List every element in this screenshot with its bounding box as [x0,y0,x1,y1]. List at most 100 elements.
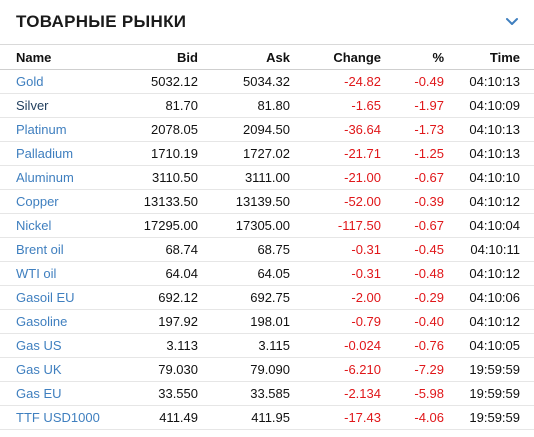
percent-change-cell: -0.48 [381,261,444,286]
bid-cell: 197.92 [102,309,198,334]
table-row: Gas UK 79.030 79.090 -6.210 -7.29 19:59:59 [0,357,534,382]
table-row: Aluminum 3110.50 3111.00 -21.00 -0.67 04:10:1… [0,165,534,190]
ask-cell: 2094.50 [198,117,290,142]
change-cell: -2.134 [290,381,381,406]
column-header-percent[interactable]: % [381,45,444,70]
ask-cell: 3111.00 [198,165,290,190]
percent-change-cell: -0.76 [381,333,444,358]
ask-cell: 13139.50 [198,189,290,214]
change-cell: -117.50 [290,213,381,238]
table-row: Platinum 2078.05 2094.50 -36.64 -1.73 04:10:1… [0,117,534,142]
bid-cell: 13133.50 [102,189,198,214]
ask-cell: 81.80 [198,93,290,118]
time-cell: 04:10:12 [444,309,534,334]
column-header-bid[interactable]: Bid [102,45,198,70]
percent-change-cell: -0.29 [381,285,444,310]
instrument-name-link[interactable]: Platinum [16,122,67,137]
column-header-name[interactable]: Name [0,45,102,70]
percent-change-cell: -0.45 [381,237,444,262]
percent-change-cell: -1.73 [381,117,444,142]
widget-header: ТОВАРНЫЕ РЫНКИ [0,0,534,45]
time-cell: 04:10:11 [444,237,534,262]
change-cell: -0.31 [290,261,381,286]
instrument-name-cell: Gas US [0,333,102,358]
time-cell: 19:59:59 [444,405,534,430]
percent-change-cell: -0.39 [381,189,444,214]
change-cell: -21.71 [290,141,381,166]
instrument-name-link[interactable]: Gas UK [16,362,62,377]
instrument-name-link[interactable]: Aluminum [16,170,74,185]
change-cell: -24.82 [290,69,381,94]
table-row: Copper 13133.50 13139.50 -52.00 -0.39 04:10:1… [0,189,534,214]
ask-cell: 5034.32 [198,69,290,94]
time-cell: 04:10:12 [444,189,534,214]
instrument-name-link[interactable]: Brent oil [16,242,64,257]
table-row: WTI oil 64.04 64.05 -0.31 -0.48 04:10:12 [0,261,534,286]
instrument-name-cell: Gasoil EU [0,285,102,310]
change-cell: -0.79 [290,309,381,334]
instrument-name-link[interactable]: Gold [16,74,44,89]
column-header-ask[interactable]: Ask [198,45,290,70]
percent-change-cell: -7.29 [381,357,444,382]
instrument-name-cell: Gas EU [0,381,102,406]
percent-change-cell: -0.67 [381,165,444,190]
instrument-name-cell: Gasoline [0,309,102,334]
instrument-name-cell: Nickel [0,213,102,238]
percent-change-cell: -5.98 [381,381,444,406]
ask-cell: 64.05 [198,261,290,286]
instrument-name-cell: Palladium [0,141,102,166]
time-cell: 04:10:12 [444,261,534,286]
instrument-name-link[interactable]: Gas EU [16,386,62,401]
time-cell: 19:59:59 [444,381,534,406]
change-cell: -17.43 [290,405,381,430]
change-cell: -2.00 [290,285,381,310]
bid-cell: 33.550 [102,381,198,406]
change-cell: -6.210 [290,357,381,382]
instrument-name-cell: Platinum [0,117,102,142]
time-cell: 04:10:09 [444,93,534,118]
instrument-name-link[interactable]: Gas US [16,338,62,353]
bid-cell: 68.74 [102,237,198,262]
bid-cell: 692.12 [102,285,198,310]
time-cell: 04:10:13 [444,141,534,166]
ask-cell: 692.75 [198,285,290,310]
percent-change-cell: -0.40 [381,309,444,334]
instrument-name-cell: Gold [0,69,102,94]
ask-cell: 198.01 [198,309,290,334]
instrument-name-link[interactable]: WTI oil [16,266,57,281]
bid-cell: 1710.19 [102,141,198,166]
instrument-name-cell: Brent oil [0,237,102,262]
instrument-name-link[interactable]: Gasoline [16,314,68,329]
time-cell: 04:10:06 [444,285,534,310]
instrument-name-link[interactable]: Silver [16,98,49,113]
bid-cell: 79.030 [102,357,198,382]
bid-cell: 17295.00 [102,213,198,238]
instrument-name-link[interactable]: Nickel [16,218,52,233]
instrument-name-link[interactable]: TTF USD1000 [16,410,100,425]
change-cell: -52.00 [290,189,381,214]
table-row: Gasoil EU 692.12 692.75 -2.00 -0.29 04:10:06 [0,285,534,310]
time-cell: 04:10:04 [444,213,534,238]
table-row: Nickel 17295.00 17305.00 -117.50 -0.67 04:10:… [0,213,534,238]
percent-change-cell: -4.06 [381,405,444,430]
chevron-down-icon[interactable] [504,13,520,29]
column-header-time[interactable]: Time [444,45,534,70]
ask-cell: 68.75 [198,237,290,262]
instrument-name-link[interactable]: Palladium [16,146,74,161]
instrument-name-link[interactable]: Gasoil EU [16,290,75,305]
instrument-name-cell: Aluminum [0,165,102,190]
change-cell: -0.024 [290,333,381,358]
instrument-name-link[interactable]: Copper [16,194,59,209]
table-row: Gold 5032.12 5034.32 -24.82 -0.49 04:10:13 [0,69,534,94]
column-header-change[interactable]: Change [290,45,381,70]
change-cell: -36.64 [290,117,381,142]
instrument-name-cell: Copper [0,189,102,214]
percent-change-cell: -0.67 [381,213,444,238]
ask-cell: 17305.00 [198,213,290,238]
ask-cell: 411.95 [198,405,290,430]
ask-cell: 3.115 [198,333,290,358]
bid-cell: 411.49 [102,405,198,430]
table-row: TTF USD1000 411.49 411.95 -17.43 -4.06 19:59:… [0,405,534,430]
time-cell: 04:10:10 [444,165,534,190]
time-cell: 04:10:13 [444,69,534,94]
